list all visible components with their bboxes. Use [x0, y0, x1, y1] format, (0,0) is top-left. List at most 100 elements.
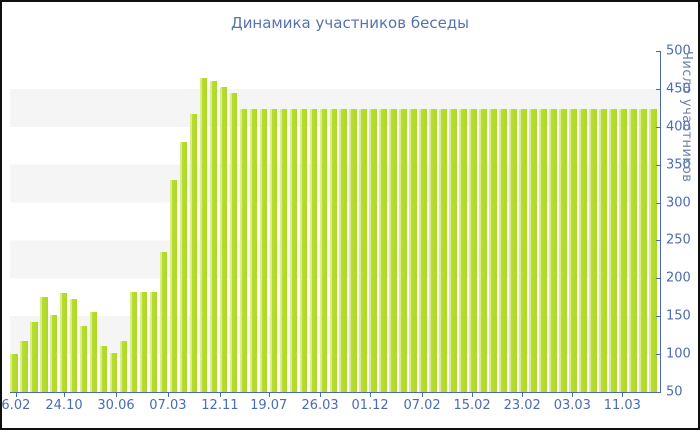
y-tick-label: 100 — [666, 346, 691, 362]
y-tick-mark — [656, 51, 660, 52]
bar — [19, 341, 28, 392]
bar — [49, 314, 58, 392]
x-tick-label: 07.02 — [403, 398, 441, 413]
bar — [269, 109, 278, 392]
x-tick-mark — [219, 393, 221, 397]
bar — [539, 109, 547, 392]
bar — [399, 109, 407, 392]
bar — [309, 109, 318, 392]
bar — [389, 109, 397, 392]
bar — [479, 109, 487, 392]
bar — [509, 109, 517, 392]
bar — [609, 109, 617, 392]
bar — [279, 109, 288, 392]
x-tick-label: 6.02 — [1, 398, 31, 413]
bar — [99, 345, 108, 392]
y-tick-label: 300 — [666, 195, 691, 211]
y-axis-title: Число участников — [679, 51, 694, 183]
bar — [579, 109, 587, 392]
bar — [199, 77, 208, 392]
bar — [299, 109, 308, 392]
bar — [139, 292, 148, 392]
y-tick-label: 200 — [666, 270, 691, 286]
bar — [419, 109, 427, 392]
x-tick-label: 26.03 — [301, 398, 339, 413]
x-tick-label: 23.02 — [503, 398, 541, 413]
bar — [599, 109, 607, 392]
bar — [529, 109, 537, 392]
bar — [39, 297, 48, 392]
y-tick-mark — [656, 392, 660, 393]
bar — [559, 109, 567, 392]
bar — [179, 141, 188, 392]
bar — [69, 298, 78, 392]
bar — [169, 179, 178, 392]
x-tick-label: 07.03 — [149, 398, 187, 413]
bar — [629, 109, 637, 392]
x-tick-label: 24.10 — [45, 398, 83, 413]
y-tick-label: 400 — [666, 119, 691, 135]
y-tick-label: 500 — [666, 43, 691, 59]
x-tick-mark — [64, 393, 65, 397]
bar — [149, 292, 158, 392]
bar — [79, 326, 88, 392]
bar — [339, 109, 348, 392]
y-tick-mark — [656, 202, 660, 204]
x-tick-mark — [370, 393, 372, 397]
bar — [499, 109, 507, 392]
bar — [289, 109, 298, 392]
bar — [129, 292, 138, 392]
x-tick-mark — [320, 393, 322, 397]
bar — [219, 86, 228, 392]
bar — [249, 109, 258, 392]
y-tick-mark — [656, 88, 660, 90]
bar — [439, 109, 447, 392]
bar — [10, 354, 18, 392]
bar — [109, 353, 118, 392]
x-tick-mark — [572, 393, 574, 397]
x-tick-mark — [268, 393, 270, 397]
bar — [619, 109, 627, 392]
bar — [519, 109, 527, 392]
y-tick-mark — [656, 278, 660, 280]
bar — [239, 108, 248, 392]
x-tick-mark — [15, 393, 17, 397]
y-tick-label: 150 — [666, 308, 691, 324]
y-tick-mark — [656, 126, 660, 128]
bar — [409, 109, 417, 392]
bar — [429, 109, 437, 392]
x-axis-line — [10, 392, 661, 393]
chart-title: Динамика участников беседы — [230, 14, 470, 32]
x-tick-mark — [116, 393, 117, 397]
x-tick-label: 01.12 — [351, 398, 389, 413]
x-tick-label: 03.03 — [553, 398, 591, 413]
bars-container — [10, 51, 660, 392]
x-tick-mark — [422, 393, 424, 397]
bar — [459, 109, 467, 392]
y-tick-mark — [656, 316, 660, 318]
y-tick-mark — [656, 354, 660, 356]
x-tick-mark — [167, 393, 169, 397]
y-tick-label: 50 — [666, 384, 683, 400]
bar — [489, 109, 497, 392]
bar — [259, 109, 268, 392]
x-tick-label: 30.06 — [97, 398, 135, 413]
bar — [349, 109, 358, 392]
x-tick-label: 15.02 — [453, 398, 491, 413]
x-tick-label: 12.11 — [201, 398, 239, 413]
y-tick-mark — [656, 164, 660, 166]
x-tick-label: 19.07 — [250, 398, 288, 413]
bar — [369, 109, 377, 392]
bar — [29, 322, 38, 392]
bar — [189, 113, 198, 392]
bar — [469, 109, 477, 392]
bar — [319, 109, 328, 392]
bar — [59, 292, 68, 392]
y-tick-label: 350 — [666, 157, 691, 173]
bar — [569, 109, 577, 392]
bar — [589, 109, 597, 392]
bar — [209, 81, 218, 392]
bar — [639, 109, 647, 392]
bar — [229, 92, 238, 392]
